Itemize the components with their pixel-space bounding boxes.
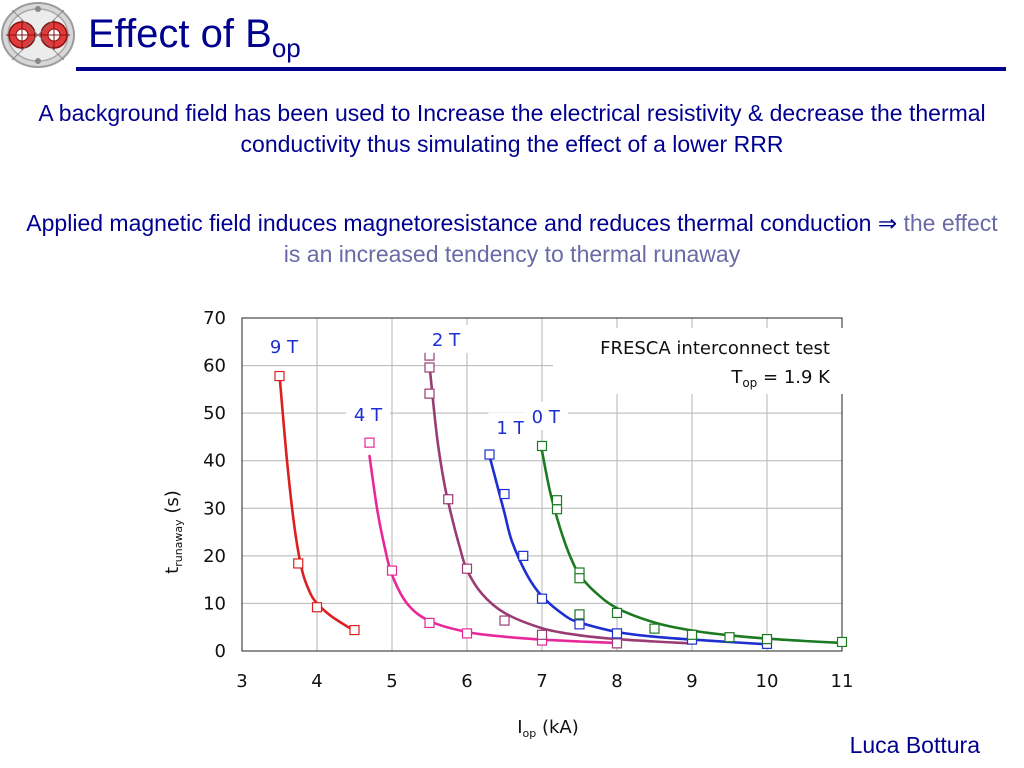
subtitle-main: T <box>730 367 743 388</box>
data-point-marker <box>551 495 563 506</box>
para2-conclusion-text: the effect is an increased tendency to t… <box>283 210 998 267</box>
data-point-marker <box>484 449 495 460</box>
plot-frame <box>241 317 843 652</box>
title-underline <box>76 67 1006 71</box>
y-axis-label: trunaway (s) <box>162 490 185 574</box>
y-tick-label: 20 <box>203 546 226 567</box>
y-tick-label: 30 <box>203 498 226 519</box>
subtitle-rest: = 1.9 K <box>757 367 831 388</box>
data-point-marker <box>424 617 435 629</box>
data-point-marker <box>536 629 548 640</box>
data-point-marker <box>461 563 473 574</box>
magnet-cross-section-logo <box>0 0 76 70</box>
data-point-marker <box>274 370 285 382</box>
data-markers <box>274 350 848 649</box>
data-point-marker <box>499 615 510 626</box>
y-tick-label: 70 <box>203 308 226 329</box>
series-label: 2 T <box>432 330 461 351</box>
x-tick-label: 10 <box>756 671 779 692</box>
series-label: 9 T <box>270 337 299 358</box>
xlabel-main: I <box>517 717 522 738</box>
subtitle-sub: op <box>742 376 757 390</box>
x-tick-label: 11 <box>831 671 854 692</box>
slide-title: Effect of Bop <box>88 10 301 61</box>
series-label: 4 T <box>354 405 383 426</box>
y-tick-label: 60 <box>203 356 226 377</box>
series-label-background <box>262 331 306 360</box>
data-point-marker <box>611 638 623 649</box>
x-tick-label: 7 <box>536 671 547 692</box>
y-tick-label: 10 <box>203 593 226 614</box>
data-point-marker <box>761 634 773 645</box>
data-point-marker <box>311 602 323 613</box>
runaway-time-chart: 3 4 5 6 7 8 9 10 11 0 10 20 30 40 50 60 70 FRESCA interc… <box>150 300 870 745</box>
data-point-marker <box>349 624 360 636</box>
data-point-marker <box>551 504 563 515</box>
chart-annotation-box: FRESCA interconnect test Top = 1.9 K <box>553 328 843 394</box>
x-tick-label: 8 <box>611 671 622 692</box>
xlabel-rest: (kA) <box>536 717 579 738</box>
annotation-background <box>553 328 843 394</box>
y-tick-label: 0 <box>215 641 226 662</box>
axis-tick-labels: 3 4 5 6 7 8 9 10 11 0 10 20 30 40 50 60 70 <box>203 308 853 692</box>
chart-title: FRESCA interconnect test <box>600 338 830 359</box>
data-point-marker <box>574 573 585 584</box>
data-point-marker <box>443 494 454 505</box>
series-label-background <box>424 324 468 353</box>
series-label-background <box>346 399 390 428</box>
para2-main-text: Applied magnetic field induces magnetore… <box>26 210 872 236</box>
series-label-background <box>523 401 568 430</box>
ylabel-rest: (s) <box>162 490 183 519</box>
data-point-marker <box>293 558 304 569</box>
data-point-marker <box>836 636 848 648</box>
slide-title-main: Effect of B <box>88 12 272 56</box>
data-point-marker <box>386 565 398 576</box>
ylabel-sub: runaway <box>172 519 185 567</box>
chart-subtitle: Top = 1.9 K <box>730 367 831 390</box>
x-tick-label: 9 <box>686 671 697 692</box>
series-label: 0 T <box>532 407 561 428</box>
implies-arrow: ⇒ <box>877 210 898 236</box>
data-point-marker <box>461 628 473 639</box>
data-point-marker <box>611 628 623 639</box>
x-tick-label: 4 <box>311 671 322 692</box>
series-labels: 9 T 4 T 2 T 1 T 0 T <box>262 324 568 441</box>
paragraph-background-field: A background field has been used to Incr… <box>38 100 986 157</box>
data-point-marker <box>611 607 623 619</box>
ylabel-main: t <box>162 567 183 574</box>
data-point-marker <box>364 437 375 448</box>
data-point-marker <box>518 550 529 561</box>
xlabel-sub: op <box>523 727 537 740</box>
author-name: Luca Bottura <box>849 732 980 758</box>
paragraph-magnetoresistance: Applied magnetic field induces magnetore… <box>24 208 1000 270</box>
series-label: 1 T <box>496 418 525 439</box>
fit-curve-series-0 <box>278 373 356 633</box>
x-tick-label: 6 <box>461 671 472 692</box>
x-tick-label: 3 <box>236 671 247 692</box>
data-point-marker <box>574 609 585 620</box>
data-point-marker <box>649 623 660 634</box>
y-tick-label: 40 <box>203 451 226 472</box>
data-point-marker <box>574 619 585 630</box>
slide-title-subscript: op <box>271 33 301 63</box>
data-point-marker <box>499 488 510 500</box>
data-point-marker <box>536 593 548 604</box>
data-point-marker <box>536 440 548 452</box>
x-axis-label: Iop (kA) <box>517 717 579 740</box>
data-point-marker <box>424 362 435 373</box>
x-tick-label: 5 <box>386 671 397 692</box>
data-point-marker <box>686 629 698 640</box>
data-point-marker <box>724 632 735 643</box>
y-tick-label: 50 <box>203 403 226 424</box>
data-point-marker <box>424 388 435 399</box>
